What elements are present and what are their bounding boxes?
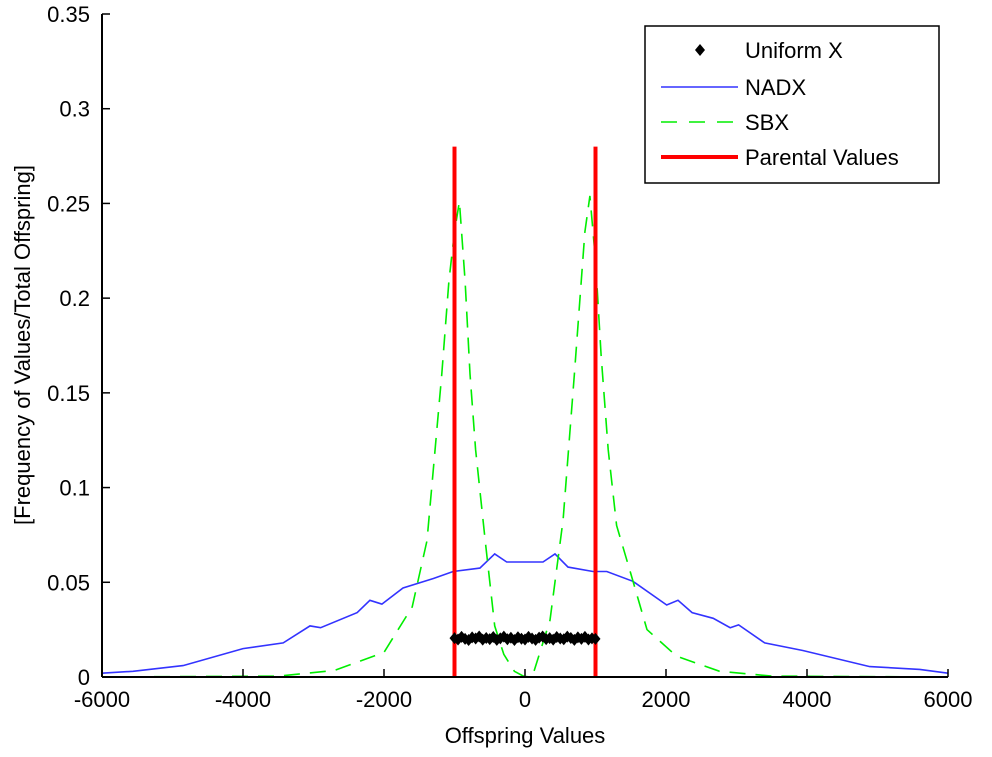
- y-tick-label: 0.15: [47, 381, 90, 406]
- y-tick-label: 0.25: [47, 191, 90, 216]
- x-axis-label: Offspring Values: [445, 723, 606, 748]
- x-tick-label: 6000: [924, 687, 973, 712]
- x-tick-label: 2000: [642, 687, 691, 712]
- x-tick-label: -2000: [356, 687, 412, 712]
- x-tick-label: 4000: [783, 687, 832, 712]
- y-tick-label: 0.35: [47, 2, 90, 27]
- legend-label-nadx: NADX: [745, 75, 806, 100]
- series-uniform-x: [449, 630, 601, 647]
- data-point: [505, 631, 516, 644]
- y-tick-label: 0.2: [59, 286, 90, 311]
- data-point: [590, 632, 601, 645]
- series-parental-values: [452, 146, 598, 677]
- legend: Uniform X NADX SBX Parental Values: [644, 25, 940, 184]
- axes: -6000 -4000 -2000 0 2000 4000 6000 0 0.05 0.1 0.15…: [47, 2, 972, 712]
- legend-label-sbx: SBX: [745, 110, 789, 135]
- y-tick-label: 0.05: [47, 570, 90, 595]
- series-nadx-line: [101, 552, 949, 674]
- y-tick-label: 0.3: [59, 97, 90, 122]
- legend-marker-uniform-x: [695, 44, 705, 56]
- x-tick-label: -4000: [215, 687, 271, 712]
- x-tick-label: 0: [519, 687, 531, 712]
- legend-label-uniform-x: Uniform X: [745, 38, 843, 63]
- y-tick-label: 0.1: [59, 476, 90, 501]
- series-sbx-line: [101, 195, 949, 678]
- legend-label-parental-values: Parental Values: [745, 145, 899, 170]
- plot-area: [101, 146, 949, 678]
- y-tick-label: 0: [78, 665, 90, 690]
- y-axis-label: [Frequency of Values/Total Offspring]: [10, 165, 35, 525]
- x-tick-label: -6000: [74, 687, 130, 712]
